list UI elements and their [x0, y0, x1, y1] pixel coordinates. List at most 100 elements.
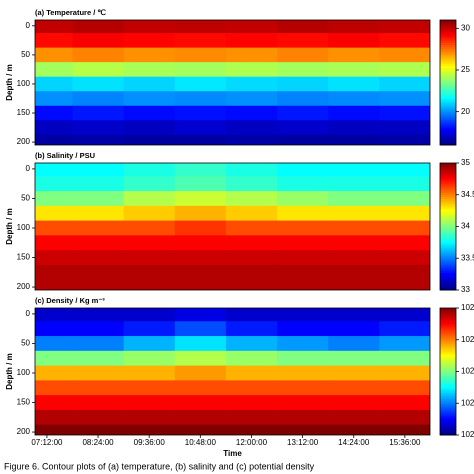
heat-cell [225, 20, 278, 34]
heat-cell [328, 120, 380, 136]
heat-cell [72, 105, 125, 121]
colorbar-swatch [440, 61, 456, 65]
heat-cell [35, 264, 73, 281]
colorbar-swatch [440, 363, 456, 366]
y-tick-label: 50 [21, 339, 30, 348]
heat-cell [72, 409, 125, 426]
heat-cell [174, 424, 227, 435]
colorbar-swatch [440, 196, 456, 200]
heat-cell [174, 220, 227, 236]
heat-cell [328, 279, 380, 290]
heat-cell [35, 20, 73, 34]
y-tick-label: 50 [21, 50, 30, 59]
colorbar-swatch [440, 211, 456, 215]
colorbar-swatch [440, 394, 456, 398]
colorbar-swatch [440, 382, 456, 385]
colorbar-swatch [440, 142, 456, 146]
heat-cell [379, 120, 430, 136]
heat-cell [35, 250, 73, 266]
colorbar-swatch [440, 335, 456, 339]
colorbar-swatch [440, 40, 456, 44]
colorbar-swatch [440, 165, 456, 168]
colorbar-swatch [440, 232, 456, 236]
heat-cell [123, 350, 176, 367]
heat-cell [328, 380, 380, 396]
heat-cell [123, 105, 176, 121]
colorbar-swatch [440, 316, 456, 320]
heat-cell [277, 250, 329, 266]
colorbar-swatch [440, 88, 456, 92]
heat-cell [123, 176, 176, 192]
colorbar-swatch [440, 126, 456, 129]
colorbar-swatch [440, 322, 456, 326]
heat-cell [72, 163, 125, 177]
colorbar-swatch [440, 354, 456, 358]
colorbar-swatch [440, 167, 456, 170]
colorbar-swatch [440, 273, 456, 276]
heat-cell [174, 350, 227, 367]
heat-cell [328, 395, 380, 411]
colorbar-swatch [440, 136, 456, 140]
heat-cell [72, 91, 125, 107]
heat-cell [123, 250, 176, 266]
colorbar-swatch [440, 49, 456, 52]
heat-cell [277, 321, 329, 337]
y-tick-label: 100 [17, 368, 31, 377]
colorbar-swatch [440, 45, 456, 48]
heat-cell [174, 205, 227, 222]
y-axis-label: Depth / m [5, 64, 14, 100]
panel-title: (b) Salinity / PSU [35, 151, 95, 160]
x-tick-label: 10:48:00 [185, 438, 217, 447]
colorbar-swatch [440, 356, 456, 360]
heat-cell [72, 424, 125, 435]
colorbar-swatch [440, 188, 456, 192]
heat-cell [277, 33, 329, 49]
heat-cell [328, 163, 380, 177]
colorbar-swatch [440, 264, 456, 268]
colorbar-swatch [440, 51, 456, 54]
heat-cell [174, 76, 227, 92]
heat-cell [174, 176, 227, 192]
colorbar-swatch [440, 350, 456, 353]
colorbar-swatch [440, 97, 456, 100]
heat-cell [277, 395, 329, 411]
heat-cell [328, 350, 380, 367]
colorbar-swatch [440, 169, 456, 172]
heat-cell [225, 264, 278, 281]
colorbar-swatch [440, 243, 456, 247]
heat-cell [277, 279, 329, 290]
heat-cell [277, 20, 329, 34]
colorbar-swatch [440, 384, 456, 387]
heat-cell [379, 409, 430, 426]
heat-cell [379, 220, 430, 236]
x-tick-label: 07:12:00 [31, 438, 63, 447]
colorbar-swatch [440, 386, 456, 389]
heat-cell [123, 424, 176, 435]
heat-cell [379, 105, 430, 121]
colorbar-swatch [440, 256, 456, 259]
heat-cell [72, 321, 125, 337]
heat-cell [225, 350, 278, 367]
colorbar-swatch [440, 367, 456, 370]
colorbar-swatch [440, 365, 456, 368]
heat-cell [328, 220, 380, 236]
heat-cell [225, 191, 278, 207]
heat-cell [123, 220, 176, 236]
x-tick-label: 12:00:00 [236, 438, 268, 447]
heat-cell [123, 120, 176, 136]
colorbar-tick-label: 1023 [461, 398, 474, 407]
colorbar-swatch [440, 247, 456, 251]
heat-cell [225, 33, 278, 49]
heat-cell [379, 279, 430, 290]
heat-cell [225, 279, 278, 290]
colorbar-swatch [440, 220, 456, 223]
colorbar-swatch [440, 36, 456, 40]
plot-frame [34, 162, 431, 291]
colorbar-swatch [440, 20, 456, 23]
colorbar-swatch [440, 285, 456, 289]
colorbar-tick-label: 30 [461, 23, 470, 32]
heat-cell [225, 336, 278, 352]
colorbar-swatch [440, 122, 456, 125]
colorbar-tick-label: 1026 [461, 303, 474, 312]
